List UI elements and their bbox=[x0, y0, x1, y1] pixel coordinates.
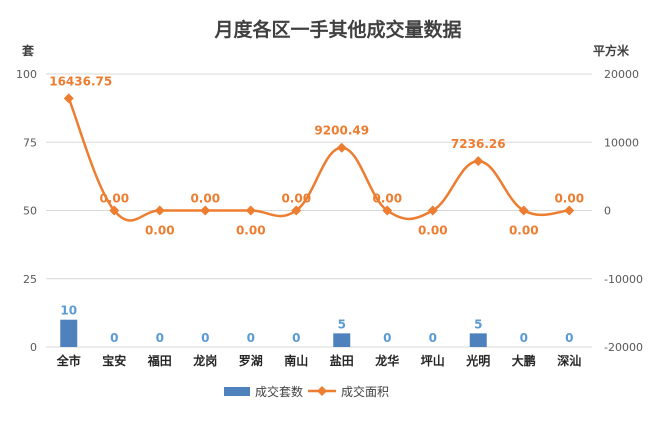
category-label: 福田 bbox=[147, 353, 172, 368]
legend-bar-label: 成交套数 bbox=[255, 384, 303, 399]
line-series: 16436.75 0.00 0.00 0.00 0.00 0.00 9200.49 0.00 0… bbox=[49, 74, 584, 237]
line-point bbox=[200, 205, 211, 216]
category-label: 盐田 bbox=[330, 353, 354, 368]
legend-line-label: 成交面积 bbox=[341, 384, 389, 399]
category-label: 龙华 bbox=[375, 353, 399, 368]
legend-bar-swatch bbox=[224, 387, 250, 396]
line-data-label: 7236.26 bbox=[451, 137, 506, 151]
left-axis-ticks: 0 25 50 75 100 bbox=[16, 68, 37, 354]
category-label: 坪山 bbox=[421, 353, 445, 368]
line-point bbox=[518, 205, 529, 216]
bar-data-label: 0 bbox=[520, 331, 528, 345]
left-tick-label: 75 bbox=[23, 136, 37, 149]
line-data-label: 0.00 bbox=[99, 192, 129, 206]
line-data-label: 0.00 bbox=[236, 224, 266, 238]
line-path bbox=[67, 97, 570, 222]
bar bbox=[469, 333, 487, 347]
line-data-label: 0.00 bbox=[418, 224, 448, 238]
legend: 成交套数 成交面积 bbox=[224, 384, 389, 399]
line-data-label: 16436.75 bbox=[49, 74, 112, 88]
line-point bbox=[154, 205, 165, 216]
line-data-label: 9200.49 bbox=[314, 124, 369, 138]
category-label: 南山 bbox=[284, 353, 308, 368]
line-point bbox=[564, 205, 575, 216]
category-labels: 全市 宝安 福田 龙岗 罗湖 南山 盐田 龙华 坪山 光明 大鹏 深汕 bbox=[56, 353, 582, 368]
bar-data-label: 0 bbox=[201, 331, 209, 345]
category-label: 大鹏 bbox=[512, 353, 536, 368]
line-point bbox=[427, 205, 438, 216]
category-label: 深汕 bbox=[557, 353, 581, 368]
bar-data-label: 0 bbox=[565, 331, 573, 345]
chart-title: 月度各区一手其他成交量数据 bbox=[213, 18, 461, 41]
left-tick-label: 0 bbox=[30, 341, 37, 354]
category-label: 光明 bbox=[465, 353, 490, 368]
line-data-label: 0.00 bbox=[554, 192, 584, 206]
line-data-label: 0.00 bbox=[190, 192, 220, 206]
bar-data-label: 0 bbox=[247, 331, 255, 345]
bar bbox=[60, 319, 78, 347]
bar-data-label: 0 bbox=[110, 331, 118, 345]
category-label: 宝安 bbox=[102, 353, 126, 368]
line-data-label: 0.00 bbox=[509, 224, 539, 238]
line-data-label: 0.00 bbox=[372, 192, 402, 206]
line-point bbox=[336, 142, 347, 153]
line-data-label: 0.00 bbox=[145, 224, 175, 238]
right-tick-label: 20000 bbox=[604, 68, 639, 81]
line-point bbox=[473, 156, 484, 167]
left-tick-label: 100 bbox=[16, 68, 37, 81]
line-data-label: 0.00 bbox=[281, 192, 311, 206]
line-point bbox=[382, 205, 393, 216]
line-point bbox=[63, 93, 74, 104]
bar bbox=[333, 333, 351, 347]
line-point bbox=[109, 205, 120, 216]
category-label: 全市 bbox=[56, 353, 81, 368]
gridlines bbox=[46, 73, 592, 348]
bar-data-label: 0 bbox=[292, 331, 300, 345]
left-tick-label: 25 bbox=[23, 273, 37, 286]
bar-data-label: 0 bbox=[383, 331, 391, 345]
bar-data-label: 0 bbox=[429, 331, 437, 345]
right-axis-label: 平方米 bbox=[593, 43, 630, 58]
bar-data-label: 5 bbox=[474, 317, 482, 331]
line-point bbox=[245, 205, 256, 216]
bar-data-label: 5 bbox=[338, 317, 346, 331]
right-axis-ticks: -20000 -10000 0 10000 20000 bbox=[604, 68, 643, 354]
right-tick-label: 10000 bbox=[604, 136, 639, 149]
bar-data-label: 10 bbox=[60, 304, 77, 318]
category-label: 罗湖 bbox=[239, 353, 263, 368]
legend-line-marker bbox=[317, 386, 327, 396]
category-label: 龙岗 bbox=[193, 353, 217, 368]
bar-data-label: 0 bbox=[156, 331, 164, 345]
right-tick-label: -10000 bbox=[604, 273, 643, 286]
bar-series: 10 0 0 0 0 0 5 0 0 5 0 0 bbox=[60, 304, 573, 347]
left-axis-label: 套 bbox=[21, 43, 35, 58]
right-tick-label: 0 bbox=[604, 205, 611, 218]
line-point bbox=[291, 205, 302, 216]
left-tick-label: 50 bbox=[23, 205, 37, 218]
right-tick-label: -20000 bbox=[604, 341, 643, 354]
